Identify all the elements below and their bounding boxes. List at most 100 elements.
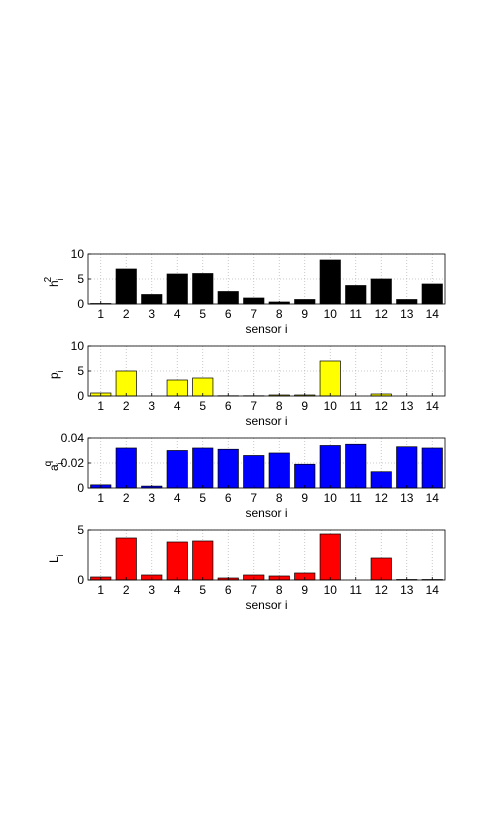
bar (192, 447, 214, 489)
x-tick-label: 12 (375, 583, 389, 597)
x-tick-label: 11 (350, 491, 363, 505)
x-axis-label: sensor i (245, 506, 287, 520)
x-tick-label: 9 (301, 307, 308, 321)
axes-box (87, 529, 446, 581)
bar (192, 540, 214, 581)
x-tick-label: 11 (350, 583, 363, 597)
x-tick-label: 7 (250, 491, 257, 505)
y-tick-label: 5 (77, 272, 84, 286)
axes-box (87, 253, 446, 305)
x-tick-label: 2 (123, 583, 130, 597)
y-tick-label: 0 (77, 297, 84, 311)
bar (319, 533, 341, 581)
x-tick-label: 5 (199, 399, 206, 413)
y-label-base: a (47, 464, 61, 471)
y-label-base: h (47, 280, 61, 287)
bar (217, 448, 239, 489)
x-tick-label: 8 (276, 399, 283, 413)
y-axis-label: aiq (43, 461, 65, 471)
x-axis-label: sensor i (245, 322, 287, 336)
bar (166, 541, 188, 581)
y-axis-label: Li (47, 554, 65, 563)
y-label-sub: i (55, 554, 65, 556)
bar (115, 370, 137, 397)
bar (115, 447, 137, 489)
x-tick-label: 10 (324, 491, 338, 505)
bar (166, 273, 188, 305)
x-tick-label: 12 (375, 491, 389, 505)
x-tick-label: 13 (400, 399, 414, 413)
y-label-sub: i (55, 278, 65, 280)
x-tick-label: 8 (276, 307, 283, 321)
bar (294, 463, 316, 489)
y-label-sup: q (43, 461, 54, 467)
x-tick-label: 4 (174, 491, 181, 505)
x-tick-label: 3 (148, 491, 155, 505)
x-tick-label: 14 (426, 583, 440, 597)
x-tick-label: 2 (123, 399, 130, 413)
x-tick-label: 5 (199, 583, 206, 597)
x-tick-label: 11 (350, 307, 363, 321)
bar (166, 450, 188, 489)
x-tick-label: 3 (148, 583, 155, 597)
bar (115, 537, 137, 581)
bar (345, 443, 367, 489)
x-tick-label: 10 (324, 399, 338, 413)
x-tick-label: 6 (225, 307, 232, 321)
y-tick-label: 10 (71, 339, 85, 353)
bar (396, 446, 418, 489)
y-tick-label: 0.02 (61, 456, 85, 470)
x-tick-label: 3 (148, 399, 155, 413)
x-tick-label: 14 (426, 399, 440, 413)
x-tick-label: 1 (97, 307, 104, 321)
y-tick-label: 5 (77, 364, 84, 378)
x-tick-label: 9 (301, 491, 308, 505)
y-label-base: L (47, 556, 61, 563)
y-label-sup: 2 (43, 276, 54, 282)
x-tick-label: 2 (123, 491, 130, 505)
x-tick-label: 6 (225, 399, 232, 413)
x-tick-label: 8 (276, 491, 283, 505)
x-tick-label: 4 (174, 399, 181, 413)
y-label-sub: i (55, 462, 65, 464)
y-tick-label: 0 (77, 481, 84, 495)
bar (319, 259, 341, 305)
x-tick-label: 2 (123, 307, 130, 321)
x-tick-label: 7 (250, 399, 257, 413)
x-tick-label: 10 (324, 307, 338, 321)
x-tick-label: 6 (225, 583, 232, 597)
x-tick-label: 1 (97, 583, 104, 597)
x-tick-label: 3 (148, 307, 155, 321)
x-tick-label: 12 (375, 399, 389, 413)
x-tick-label: 9 (301, 399, 308, 413)
y-tick-label: 0 (77, 389, 84, 403)
x-tick-label: 1 (97, 399, 104, 413)
x-tick-label: 13 (400, 583, 414, 597)
bar (115, 268, 137, 305)
x-tick-label: 10 (324, 583, 338, 597)
x-axis-label: sensor i (245, 598, 287, 612)
x-tick-label: 6 (225, 491, 232, 505)
bar (370, 557, 392, 581)
y-label-sub: i (55, 370, 65, 372)
y-label-base: p (47, 372, 61, 379)
x-tick-label: 8 (276, 583, 283, 597)
x-tick-label: 1 (97, 491, 104, 505)
x-tick-label: 7 (250, 307, 257, 321)
bar (268, 452, 290, 489)
y-tick-label: 10 (71, 247, 85, 261)
bar (319, 445, 341, 489)
x-axis-label: sensor i (245, 414, 287, 428)
x-tick-label: 9 (301, 583, 308, 597)
y-axis-label: pi (47, 370, 65, 379)
x-tick-label: 14 (426, 307, 440, 321)
bar (370, 278, 392, 305)
x-tick-label: 11 (350, 399, 363, 413)
y-tick-label: 0.04 (61, 431, 85, 445)
x-tick-label: 12 (375, 307, 389, 321)
x-tick-label: 13 (400, 491, 414, 505)
x-tick-label: 4 (174, 307, 181, 321)
